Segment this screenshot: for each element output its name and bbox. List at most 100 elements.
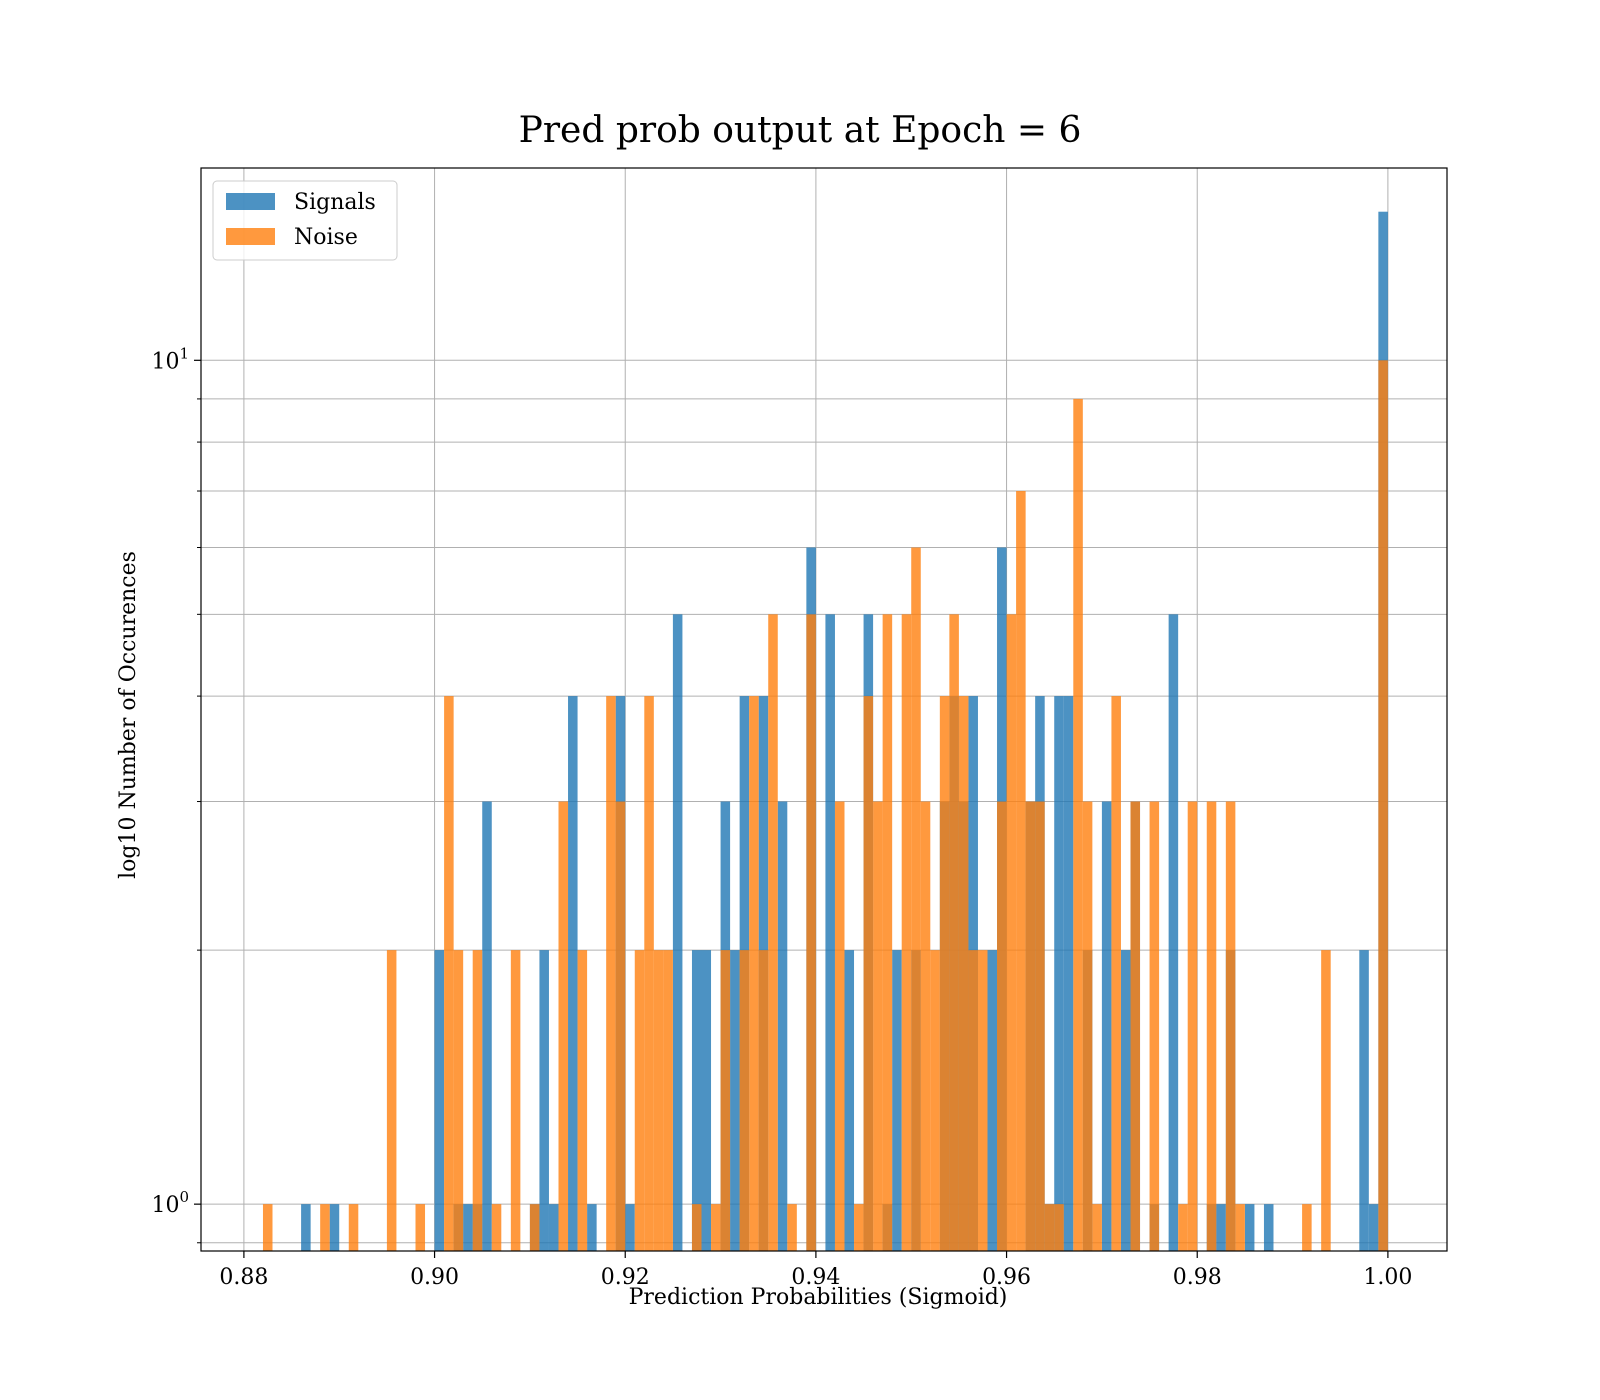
histogram-bar-noise bbox=[1025, 801, 1036, 1251]
x-tick-label: 0.92 bbox=[601, 1265, 650, 1290]
histogram-bar-signals bbox=[434, 950, 445, 1251]
histogram-bar-signals bbox=[1054, 696, 1064, 1251]
x-tick-label: 0.88 bbox=[219, 1265, 268, 1290]
histogram-bar-noise bbox=[768, 614, 778, 1251]
histogram-bar-noise bbox=[1111, 696, 1121, 1251]
histogram-bar-signals bbox=[625, 1204, 635, 1251]
histogram-bar-signals bbox=[1063, 696, 1074, 1251]
axes-border bbox=[200, 167, 1448, 1252]
histogram-bar-noise bbox=[1035, 801, 1045, 1251]
histogram-bar-noise bbox=[901, 614, 912, 1251]
histogram-bar-noise bbox=[453, 950, 464, 1251]
histogram-bar-signals bbox=[825, 614, 835, 1251]
histogram-bar-noise bbox=[711, 1204, 721, 1251]
histogram-bar-noise bbox=[720, 950, 731, 1251]
histogram-bar-noise bbox=[663, 950, 673, 1251]
histogram-bar-noise bbox=[577, 950, 588, 1251]
legend-swatch-noise bbox=[226, 228, 275, 245]
histogram-bar-noise bbox=[1187, 801, 1198, 1251]
histogram-bar-noise bbox=[1016, 491, 1026, 1251]
y-axis-label: log10 Number of Occurences bbox=[116, 551, 141, 879]
histogram-bar-noise bbox=[958, 696, 969, 1251]
histogram-bar-noise bbox=[262, 1204, 273, 1251]
x-tick-label: 0.94 bbox=[791, 1265, 840, 1290]
histogram-bar-signals bbox=[539, 950, 549, 1251]
histogram-bar-signals bbox=[844, 950, 855, 1251]
histogram-bar-noise bbox=[644, 696, 654, 1251]
histogram-bar-signals bbox=[777, 801, 788, 1251]
axis-ticks: 0.88 0.90 0.92 0.94 0.96 0.98 1.00 100 101 bbox=[151, 344, 1412, 1290]
histogram-bar-noise bbox=[787, 1204, 797, 1251]
histogram-bar-noise bbox=[1321, 950, 1331, 1251]
histogram-bar-signals bbox=[463, 1204, 473, 1251]
histogram-bar-noise bbox=[806, 614, 816, 1251]
legend-swatch-signals bbox=[226, 193, 275, 210]
histogram-bar-noise bbox=[1054, 1204, 1064, 1251]
histogram-bar-noise bbox=[1006, 614, 1017, 1251]
x-tick-label: 1.00 bbox=[1363, 1265, 1412, 1290]
histogram-bar-signals bbox=[1168, 614, 1179, 1251]
histogram-bar-noise bbox=[854, 1204, 864, 1251]
histogram-bar-noise bbox=[1302, 1204, 1312, 1251]
histogram-bar-signals bbox=[701, 950, 712, 1251]
histogram-bar-noise bbox=[558, 801, 569, 1251]
histogram-bar-noise bbox=[348, 1204, 359, 1251]
histogram-bar-noise bbox=[444, 696, 454, 1251]
plot-frame bbox=[200, 167, 1448, 1252]
histogram-bar-noise bbox=[320, 1204, 330, 1251]
histogram-bar-signals bbox=[301, 1204, 311, 1251]
histogram-bar-noise bbox=[1206, 801, 1217, 1251]
histogram-bar-noise bbox=[911, 547, 921, 1251]
histogram-bar-noise bbox=[882, 614, 893, 1251]
histogram-bar-noise bbox=[863, 696, 874, 1251]
histogram-bar-signals bbox=[1120, 950, 1131, 1251]
histogram-bar-noise bbox=[1149, 801, 1160, 1251]
histogram-bar-signals bbox=[568, 696, 578, 1251]
histogram-bar-noise bbox=[415, 1204, 426, 1251]
grid-lines bbox=[201, 168, 1447, 1251]
histogram-bar-noise bbox=[615, 801, 626, 1251]
histogram-bar-noise bbox=[653, 950, 664, 1251]
histogram-bar-noise bbox=[1235, 1204, 1245, 1251]
x-tick-label: 0.98 bbox=[1173, 1265, 1222, 1290]
y-tick-label: 101 bbox=[151, 344, 189, 374]
histogram-bar-noise bbox=[834, 801, 845, 1251]
histogram-bar-signals bbox=[987, 950, 998, 1251]
histogram-bar-noise bbox=[1044, 1204, 1055, 1251]
histogram-bar-noise bbox=[1082, 801, 1093, 1251]
histogram-bar-noise bbox=[491, 1204, 502, 1251]
histogram-bar-signals bbox=[730, 950, 740, 1251]
histogram-bar-noise bbox=[749, 696, 759, 1251]
histogram-bar-signals bbox=[1263, 1204, 1274, 1251]
histogram-bar-noise bbox=[1378, 360, 1388, 1251]
histogram-bar-signals bbox=[1368, 1204, 1379, 1251]
histogram-bar-signals bbox=[1216, 1204, 1226, 1251]
histogram-bar-noise bbox=[386, 950, 397, 1251]
histogram-bar-noise bbox=[949, 614, 959, 1251]
histogram-bar-signals bbox=[691, 950, 702, 1251]
legend-label-noise: Noise bbox=[294, 225, 358, 250]
histogram-bar-noise bbox=[930, 950, 940, 1251]
histogram-bar-noise bbox=[1130, 801, 1141, 1251]
histogram-bar-signals bbox=[1359, 950, 1369, 1251]
histogram-bar-noise bbox=[1225, 801, 1236, 1251]
histogram-bar-noise bbox=[939, 696, 950, 1251]
legend-label-signals: Signals bbox=[294, 190, 376, 215]
histogram-bar-noise bbox=[873, 801, 883, 1251]
histogram-bar-noise bbox=[691, 1204, 702, 1251]
histogram-bar-signals bbox=[672, 614, 683, 1251]
histogram-bar-noise bbox=[1092, 1204, 1102, 1251]
histogram-bar-signals bbox=[1244, 1204, 1255, 1251]
histogram-bar-noise bbox=[920, 801, 931, 1251]
histogram-bar-noise bbox=[968, 950, 978, 1251]
histogram-bar-signals bbox=[329, 1204, 340, 1251]
histogram-bar-noise bbox=[472, 950, 483, 1251]
histogram-bar-signals bbox=[1101, 801, 1112, 1251]
histogram-bar-noise bbox=[977, 950, 988, 1251]
legend: Signals Noise bbox=[212, 180, 398, 261]
x-tick-label: 0.96 bbox=[982, 1265, 1031, 1290]
y-tick-label: 100 bbox=[151, 1188, 189, 1218]
histogram-bar-noise bbox=[1178, 1204, 1188, 1251]
histogram-bar-noise bbox=[758, 950, 769, 1251]
